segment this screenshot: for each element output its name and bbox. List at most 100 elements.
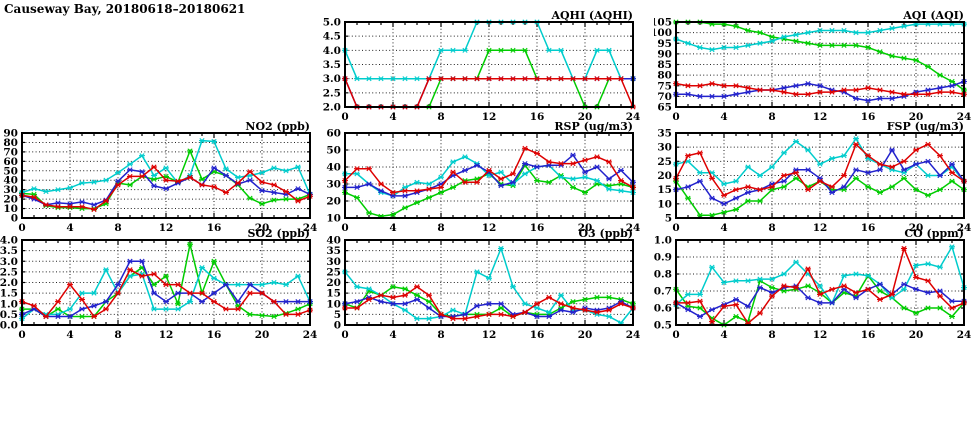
svg-text:4: 4: [389, 329, 396, 341]
svg-text:5: 5: [665, 213, 672, 225]
svg-text:20: 20: [255, 329, 270, 341]
svg-text:12: 12: [159, 222, 174, 234]
series-green-line: [675, 274, 965, 326]
series-blue-markers: [673, 281, 967, 320]
svg-text:95: 95: [657, 38, 672, 50]
svg-text:2.5: 2.5: [323, 87, 341, 99]
svg-text:0.7: 0.7: [654, 286, 672, 298]
svg-text:24: 24: [957, 111, 972, 123]
chart-title: CO (ppm): [904, 228, 964, 240]
x-axis-labels: 0 4 8 12 16 20 24: [672, 329, 971, 341]
svg-text:20: 20: [326, 277, 341, 289]
svg-text:16: 16: [861, 222, 876, 234]
rsp-chart-canvas: 10 20 30 40 50 60 0 4 8 12 16 20 24 RSP (ug/m3): [326, 121, 640, 234]
svg-text:24: 24: [957, 329, 972, 341]
svg-text:100: 100: [654, 27, 672, 39]
gridlines: [22, 133, 310, 218]
svg-text:4: 4: [720, 329, 727, 341]
series-red-markers: [342, 284, 636, 322]
svg-text:24: 24: [303, 329, 318, 341]
svg-text:4.0: 4.0: [0, 235, 18, 247]
svg-text:0.8: 0.8: [654, 269, 672, 281]
svg-text:25: 25: [657, 156, 672, 168]
plot-frame: [344, 132, 634, 219]
svg-text:0.6: 0.6: [654, 303, 672, 315]
svg-text:0: 0: [18, 222, 25, 234]
svg-text:12: 12: [482, 222, 497, 234]
series-cyan-line: [675, 244, 965, 306]
series-blue: [673, 281, 967, 320]
series-blue-line: [675, 148, 965, 205]
chart-rsp: 10 20 30 40 50 60 0 4 8 12 16 20 24 RSP (ug/m3): [323, 121, 641, 234]
series-red: [19, 164, 313, 213]
x-axis-labels: 0 4 8 12 16 20 24: [341, 222, 640, 234]
x-axis-labels: 0 4 8 12 16 20 24: [18, 329, 317, 341]
page-title: Causeway Bay, 20180618–20180621: [4, 2, 246, 16]
fsp-chart-canvas: 5 10 15 20 25 30 35 0 4 8 12 16 20 24 FSP (ug/m3): [657, 121, 971, 234]
svg-text:85: 85: [657, 59, 672, 71]
svg-text:10: 10: [3, 203, 18, 215]
svg-text:0: 0: [672, 329, 679, 341]
svg-text:0: 0: [341, 329, 348, 341]
svg-text:2.5: 2.5: [0, 266, 18, 278]
svg-text:8: 8: [114, 222, 121, 234]
y-axis-labels: 65707580859095100105: [654, 17, 672, 114]
svg-text:24: 24: [303, 222, 318, 234]
svg-text:35: 35: [657, 128, 672, 140]
svg-text:4: 4: [389, 222, 396, 234]
series-red-markers: [19, 267, 313, 320]
aqi-chart-canvas: 6570758085909510010504812162024AQI (AQI): [654, 10, 972, 123]
svg-text:0: 0: [334, 320, 341, 332]
svg-text:20: 20: [909, 329, 924, 341]
x-axis-labels: 0 4 8 12 16 20 24: [341, 111, 640, 123]
y-axis-labels: 10 20 30 40 50 60: [326, 128, 341, 225]
series-green: [673, 175, 967, 218]
svg-text:16: 16: [861, 111, 876, 123]
svg-text:20: 20: [578, 222, 593, 234]
svg-text:16: 16: [530, 111, 545, 123]
svg-text:0: 0: [11, 213, 18, 225]
svg-text:12: 12: [813, 222, 828, 234]
svg-text:1.5: 1.5: [0, 288, 18, 300]
chart-title: NO2 (ppb): [245, 121, 310, 133]
svg-text:4.5: 4.5: [323, 31, 341, 43]
chart-no2: 0 10 20 30 40 50 60 70 80 90 0 4 8 12 16 20 24 NO2 (ppb): [0, 121, 318, 234]
svg-text:20: 20: [3, 194, 18, 206]
x-axis-labels: 0 4 8 12 16 20 24: [341, 329, 640, 341]
svg-text:40: 40: [3, 175, 18, 187]
svg-text:30: 30: [3, 184, 18, 196]
x-axis-labels: 0 4 8 12 16 20 24: [18, 222, 317, 234]
svg-text:60: 60: [326, 128, 341, 140]
svg-text:90: 90: [3, 128, 18, 140]
gridlines: [22, 240, 310, 325]
svg-text:8: 8: [114, 329, 121, 341]
svg-text:75: 75: [657, 80, 672, 92]
series-blue: [19, 165, 313, 208]
svg-text:30: 30: [657, 142, 672, 154]
svg-text:90: 90: [657, 48, 672, 60]
svg-text:105: 105: [654, 17, 672, 29]
svg-text:4: 4: [66, 329, 73, 341]
svg-text:12: 12: [482, 111, 497, 123]
svg-text:0.5: 0.5: [654, 320, 672, 332]
series-red: [19, 267, 313, 320]
chart-title: FSP (ug/m3): [887, 121, 964, 133]
svg-text:35: 35: [326, 245, 341, 257]
svg-text:2.0: 2.0: [323, 102, 341, 114]
svg-text:10: 10: [326, 213, 341, 225]
svg-text:8: 8: [437, 329, 444, 341]
svg-text:12: 12: [482, 329, 497, 341]
gridlines: [676, 133, 964, 218]
svg-text:16: 16: [207, 329, 222, 341]
svg-text:24: 24: [626, 222, 641, 234]
svg-text:4.0: 4.0: [323, 45, 341, 57]
series-red-markers: [673, 141, 967, 198]
chart-title: AQI (AQI): [902, 10, 964, 22]
svg-text:3.5: 3.5: [323, 59, 341, 71]
svg-text:50: 50: [326, 145, 341, 157]
series-red: [673, 245, 967, 326]
series-blue-markers: [19, 165, 313, 208]
